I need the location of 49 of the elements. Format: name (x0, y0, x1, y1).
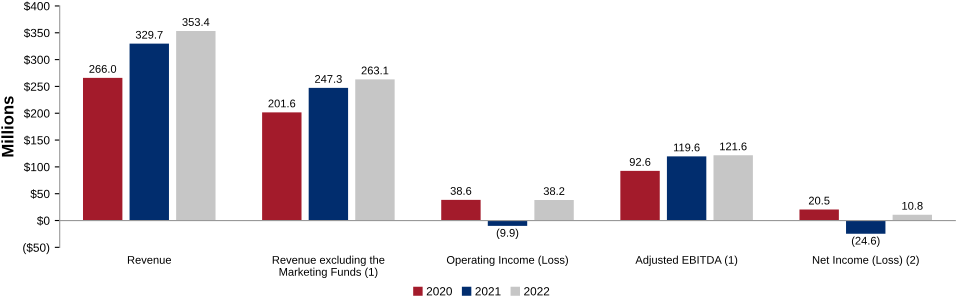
data-label: (9.9) (496, 228, 518, 239)
x-tick-label: Revenue (128, 256, 172, 264)
bar (262, 112, 302, 221)
data-label: (24.6) (852, 236, 880, 247)
y-tick-label: $250 (24, 82, 50, 92)
x-tick-label: Adjusted EBITDA (1) (635, 256, 738, 266)
data-label: 119.6 (674, 144, 700, 152)
y-tick-label: ($50) (23, 242, 50, 254)
legend-label: 2020 (426, 287, 452, 296)
y-tick-label: $50 (30, 189, 50, 199)
bar (892, 214, 932, 221)
bar (176, 30, 216, 221)
bar (488, 220, 528, 226)
bar (534, 200, 574, 221)
bar (82, 78, 122, 221)
bar (666, 156, 706, 221)
y-tick-label: $0 (36, 216, 50, 226)
bar (620, 170, 660, 221)
bar (846, 220, 886, 234)
data-label: 10.8 (902, 202, 923, 210)
bar (799, 210, 839, 221)
data-label: 263.1 (362, 66, 388, 74)
y-tick-label: $150 (24, 136, 50, 146)
legend-label: 2022 (524, 287, 550, 296)
bar (441, 200, 481, 221)
data-label: 247.3 (315, 75, 342, 83)
data-label: 201.6 (268, 100, 296, 108)
y-tick-label: $350 (24, 28, 50, 38)
bar (308, 88, 348, 221)
data-label: 38.6 (450, 186, 472, 195)
y-tick-label: $400 (24, 2, 50, 12)
data-label: 20.5 (808, 196, 830, 205)
data-label: 38.2 (544, 187, 564, 196)
data-label: 266.0 (89, 64, 116, 73)
x-tick-label: Operating Income (Loss) (446, 256, 568, 266)
y-axis-title: Millions (1, 96, 14, 157)
data-label: 329.7 (136, 30, 163, 39)
y-tick-label: $200 (24, 108, 50, 118)
data-label: 353.4 (182, 18, 210, 26)
x-tick-label: Revenue excluding the Marketing Funds (1) (272, 256, 384, 278)
x-tick-label: Net Income (Loss) (2) (812, 256, 919, 266)
bar (130, 44, 169, 221)
y-tick-label: $100 (24, 162, 50, 172)
bar (713, 155, 753, 221)
data-label: 92.6 (630, 158, 650, 166)
data-label: 121.6 (720, 142, 747, 150)
bar (355, 79, 395, 221)
legend-label: 2021 (475, 287, 501, 296)
y-tick-label: $300 (24, 55, 50, 65)
